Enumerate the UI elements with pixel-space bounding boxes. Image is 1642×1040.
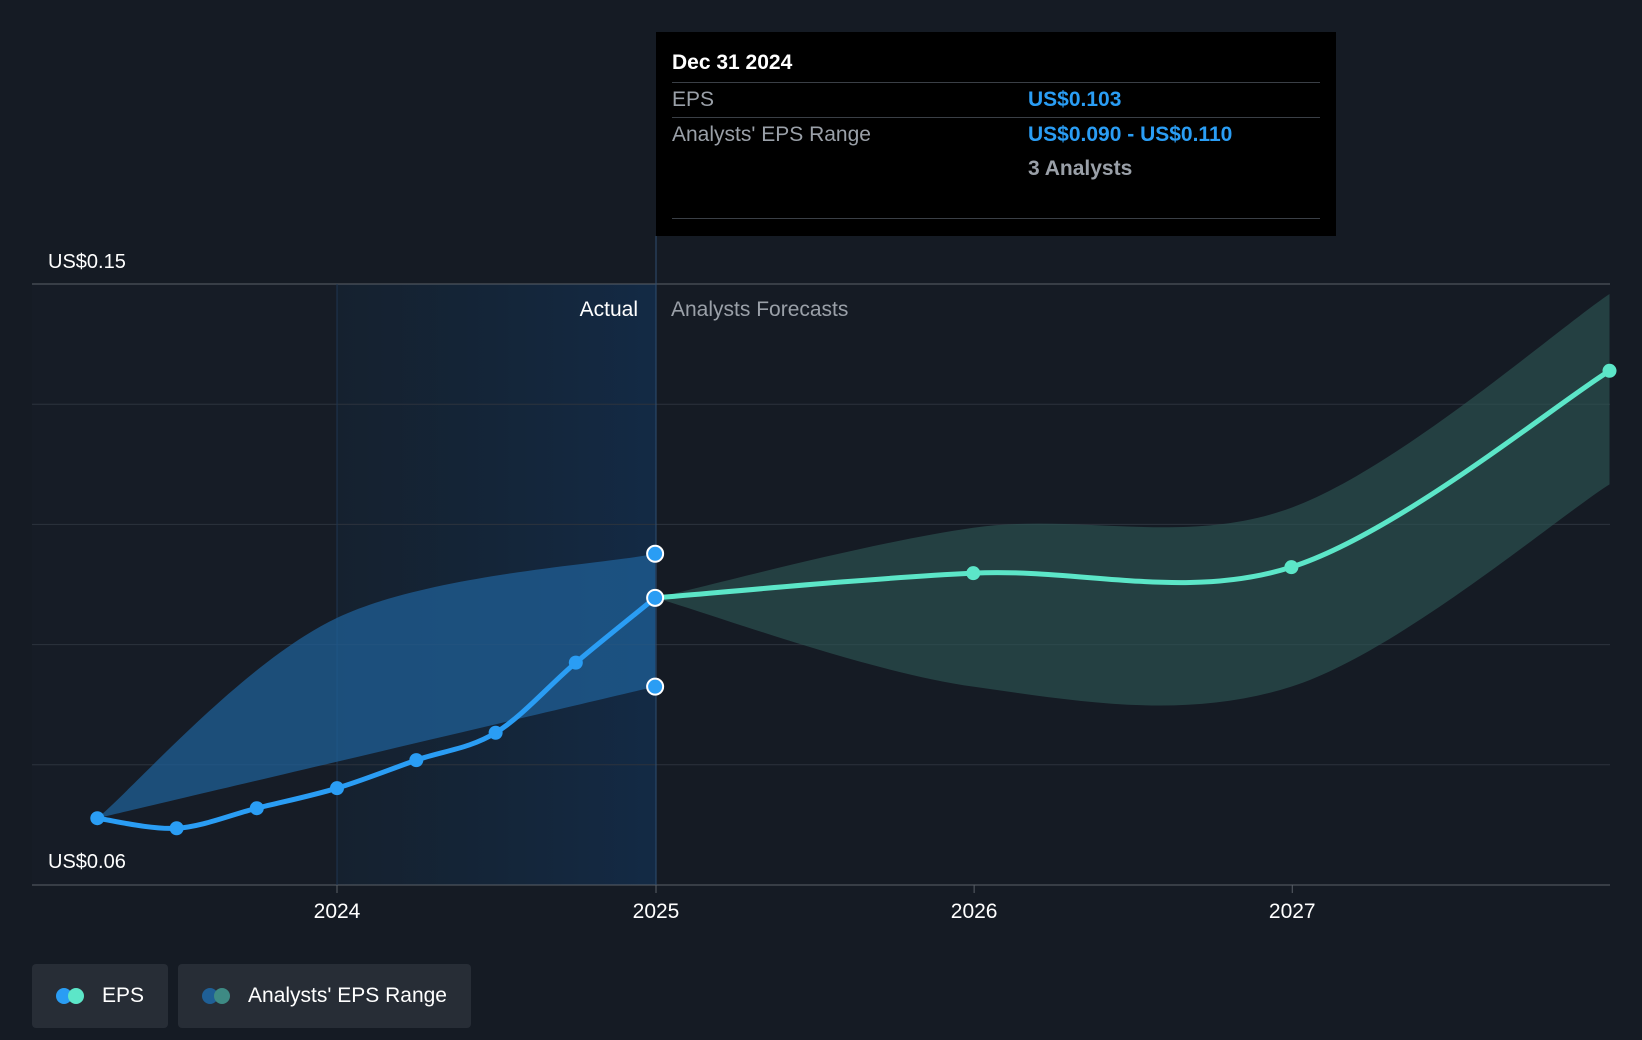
y-axis-max-label: US$0.15: [48, 251, 126, 273]
x-tick-label: 2027: [1269, 900, 1316, 923]
eps-forecast-line: [652, 368, 1613, 601]
tooltip-eps-row: EPS US$0.103: [672, 82, 1320, 117]
point-layer: [90, 363, 1617, 836]
x-axis-ticks: 2024 2025 2026 2027: [314, 885, 1316, 923]
x-tick-label: 2025: [633, 900, 680, 923]
legend-eps-label: EPS: [102, 984, 145, 1007]
eps-actual-point[interactable]: [409, 753, 424, 768]
eps-forecast-point[interactable]: [1284, 560, 1299, 575]
tooltip-divider: [672, 218, 1320, 219]
eps-actual-point[interactable]: [568, 655, 583, 670]
x-tick-label: 2024: [314, 900, 361, 923]
eps-actual-point[interactable]: [90, 811, 105, 826]
highlight-point[interactable]: [646, 677, 665, 696]
y-axis-min-label: US$0.06: [48, 851, 126, 873]
eps-actual-point[interactable]: [169, 821, 184, 836]
legend-item-range[interactable]: Analysts' EPS Range: [178, 964, 471, 1028]
forecast-section-label: Analysts Forecasts: [671, 298, 848, 321]
range-layer: [97, 294, 1610, 819]
legend-range-label: Analysts' EPS Range: [248, 984, 447, 1007]
tooltip-range-row: Analysts' EPS Range US$0.090 - US$0.110: [672, 117, 1320, 152]
eps-actual-point[interactable]: [330, 781, 344, 796]
chart-legend: EPS Analysts' EPS Range: [32, 964, 471, 1028]
actual-section-label: Actual: [580, 298, 638, 321]
tooltip-eps-value: US$0.103: [1028, 88, 1122, 111]
tooltip-date: Dec 31 2024: [672, 51, 793, 74]
tooltip-range-label: Analysts' EPS Range: [672, 123, 871, 146]
tooltip-analysts-count: 3 Analysts: [1028, 157, 1133, 180]
data-tooltip: Dec 31 2024 EPS US$0.103 Analysts' EPS R…: [656, 32, 1336, 236]
legend-item-eps[interactable]: EPS: [32, 964, 169, 1028]
highlight-point[interactable]: [646, 588, 665, 607]
range-legend-icon: [202, 988, 232, 1004]
tooltip-eps-label: EPS: [672, 88, 715, 111]
highlight-point[interactable]: [646, 544, 665, 563]
eps-actual-point[interactable]: [488, 725, 503, 740]
tooltip-range-value: US$0.090 - US$0.110: [1028, 123, 1233, 146]
eps-legend-icon: [56, 988, 86, 1004]
eps-forecast-point[interactable]: [966, 566, 981, 581]
eps-actual-point[interactable]: [249, 801, 264, 816]
x-tick-label: 2026: [951, 900, 998, 923]
tooltip-analysts-row: 3 Analysts: [672, 152, 1320, 186]
eps-range-forecast-band: [655, 294, 1610, 706]
eps-range-actual-band: [97, 553, 656, 819]
eps-forecast-point[interactable]: [1602, 363, 1617, 378]
